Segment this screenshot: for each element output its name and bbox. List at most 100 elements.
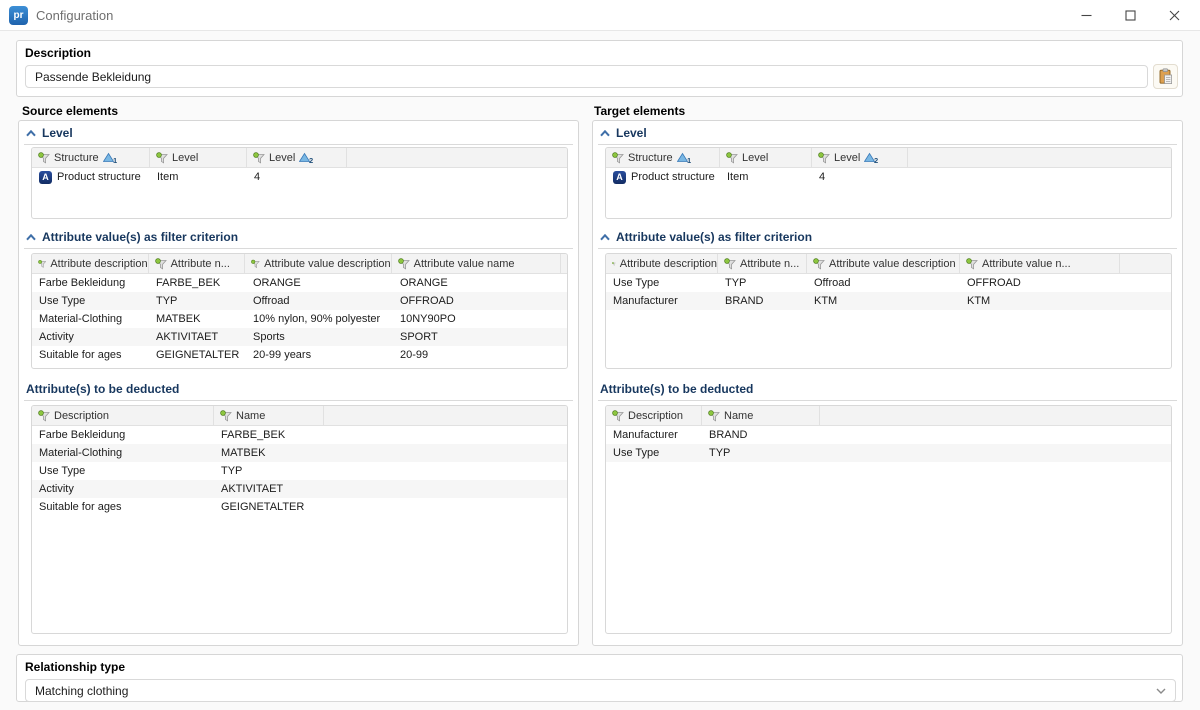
close-button[interactable]: [1152, 0, 1196, 31]
table-row[interactable]: AProduct structure Item 4: [32, 168, 567, 186]
source-deduct-section-header: Attribute(s) to be deducted: [24, 382, 573, 401]
table-row[interactable]: Farbe Bekleidung FARBE_BEK: [32, 426, 567, 444]
filter-funnel-icon[interactable]: [38, 258, 46, 270]
section-title: Attribute(s) to be deducted: [26, 382, 179, 396]
filter-funnel-icon[interactable]: [253, 152, 265, 164]
target-level-table: Structure 1 Level Level 2 AProduct struc…: [605, 147, 1172, 219]
window-title: Configuration: [36, 8, 113, 23]
source-filter-table: Attribute description Attribute n... Att…: [31, 253, 568, 369]
svg-text:2: 2: [874, 156, 878, 164]
column-header-name[interactable]: Name: [702, 406, 820, 425]
collapse-icon: [600, 130, 610, 137]
column-header-attribute-name[interactable]: Attribute n...: [149, 254, 246, 273]
table-row[interactable]: Material-Clothing MATBEK 10% nylon, 90% …: [32, 310, 567, 328]
maximize-icon: [1125, 10, 1136, 21]
window-controls: [1064, 0, 1196, 31]
filter-funnel-icon[interactable]: [38, 410, 50, 422]
paste-button[interactable]: [1153, 64, 1178, 89]
table-row[interactable]: Use Type TYP: [606, 444, 1171, 462]
relationship-type-panel: Relationship type Matching clothing: [16, 654, 1183, 702]
filter-funnel-icon[interactable]: [251, 258, 260, 270]
table-row[interactable]: Manufacturer BRAND KTM KTM: [606, 292, 1171, 310]
minimize-icon: [1081, 10, 1092, 21]
table-row[interactable]: Use Type TYP Offroad OFFROAD: [32, 292, 567, 310]
column-header-description[interactable]: Description: [606, 406, 702, 425]
filter-funnel-icon[interactable]: [155, 258, 167, 270]
target-level-section-header[interactable]: Level: [598, 126, 1177, 145]
column-header-attribute-value-name[interactable]: Attribute value n...: [960, 254, 1120, 273]
target-elements-panel: Level Structure 1 Level Level 2 AProduct…: [592, 120, 1183, 646]
close-icon: [1169, 10, 1180, 21]
column-header-level[interactable]: Level: [720, 148, 812, 167]
filter-funnel-icon[interactable]: [966, 258, 978, 270]
table-row[interactable]: Farbe Bekleidung FARBE_BEK ORANGE ORANGE: [32, 274, 567, 292]
chevron-down-icon: [1156, 688, 1166, 694]
filter-funnel-icon[interactable]: [813, 258, 825, 270]
relationship-type-label: Relationship type: [25, 660, 125, 674]
source-filter-section-header[interactable]: Attribute value(s) as filter criterion: [24, 230, 573, 249]
filter-funnel-icon[interactable]: [38, 152, 50, 164]
sort-ascending-1-icon: 1: [677, 152, 692, 164]
table-row[interactable]: Activity AKTIVITAET: [32, 480, 567, 498]
target-filter-table: Attribute description Attribute n... Att…: [605, 253, 1172, 369]
configuration-window: { "window": { "title": "Configuration", …: [0, 0, 1200, 710]
collapse-icon: [600, 234, 610, 241]
filter-funnel-icon[interactable]: [612, 258, 616, 270]
target-deduct-table: Description Name Manufacturer BRAND Use …: [605, 405, 1172, 634]
section-title: Level: [616, 126, 647, 140]
column-header-attribute-value-name[interactable]: Attribute value name: [392, 254, 561, 273]
table-row[interactable]: Activity AKTIVITAET Sports SPORT: [32, 328, 567, 346]
filter-funnel-icon[interactable]: [818, 152, 830, 164]
table-row[interactable]: Manufacturer BRAND: [606, 426, 1171, 444]
table-header-row: Structure 1 Level Level 2: [606, 148, 1171, 168]
svg-text:2: 2: [309, 156, 313, 164]
column-header-attribute-value-description[interactable]: Attribute value description: [245, 254, 391, 273]
section-title: Attribute value(s) as filter criterion: [42, 230, 238, 244]
column-header-attribute-description[interactable]: Attribute description: [606, 254, 718, 273]
column-header-level-number[interactable]: Level 2: [247, 148, 347, 167]
table-header-row: Description Name: [32, 406, 567, 426]
column-header-level[interactable]: Level: [150, 148, 247, 167]
collapse-icon: [26, 130, 36, 137]
description-panel: Description: [16, 40, 1183, 97]
filter-funnel-icon[interactable]: [612, 410, 624, 422]
source-elements-panel: Level Structure 1 Level Level 2 AProduct…: [18, 120, 579, 646]
column-header-structure[interactable]: Structure 1: [606, 148, 720, 167]
column-header-level-number[interactable]: Level 2: [812, 148, 908, 167]
filter-funnel-icon[interactable]: [708, 410, 720, 422]
table-row[interactable]: Use Type TYP: [32, 462, 567, 480]
selected-option: Matching clothing: [35, 684, 128, 698]
column-header-name[interactable]: Name: [214, 406, 324, 425]
title-bar: pr Configuration: [0, 0, 1200, 31]
table-row[interactable]: Material-Clothing MATBEK: [32, 444, 567, 462]
minimize-button[interactable]: [1064, 0, 1108, 31]
filter-funnel-icon[interactable]: [724, 258, 736, 270]
source-elements-label: Source elements: [22, 104, 118, 118]
description-input[interactable]: [25, 65, 1148, 88]
table-row[interactable]: Use Type TYP Offroad OFFROAD: [606, 274, 1171, 292]
filter-funnel-icon[interactable]: [398, 258, 410, 270]
sort-ascending-2-icon: 2: [864, 152, 879, 164]
filter-funnel-icon[interactable]: [156, 152, 168, 164]
filter-funnel-icon[interactable]: [220, 410, 232, 422]
column-header-structure[interactable]: Structure 1: [32, 148, 150, 167]
relationship-type-select[interactable]: Matching clothing: [25, 679, 1176, 702]
filter-funnel-icon[interactable]: [726, 152, 738, 164]
column-header-description[interactable]: Description: [32, 406, 214, 425]
table-header-row: Structure 1 Level Level 2: [32, 148, 567, 168]
filter-funnel-icon[interactable]: [612, 152, 624, 164]
source-level-section-header[interactable]: Level: [24, 126, 573, 145]
column-header-attribute-description[interactable]: Attribute description: [32, 254, 149, 273]
table-row[interactable]: Suitable for ages GEIGNETALTER: [32, 498, 567, 516]
table-row[interactable]: AProduct structure Item 4: [606, 168, 1171, 186]
target-filter-section-header[interactable]: Attribute value(s) as filter criterion: [598, 230, 1177, 249]
column-header-attribute-name[interactable]: Attribute n...: [718, 254, 807, 273]
svg-text:1: 1: [687, 156, 691, 164]
structure-type-icon: A: [613, 171, 626, 184]
collapse-icon: [26, 234, 36, 241]
column-header-attribute-value-description[interactable]: Attribute value description: [807, 254, 960, 273]
table-row[interactable]: Suitable for ages GEIGNETALTER 20-99 yea…: [32, 346, 567, 364]
svg-text:1: 1: [113, 156, 117, 164]
maximize-button[interactable]: [1108, 0, 1152, 31]
structure-type-icon: A: [39, 171, 52, 184]
